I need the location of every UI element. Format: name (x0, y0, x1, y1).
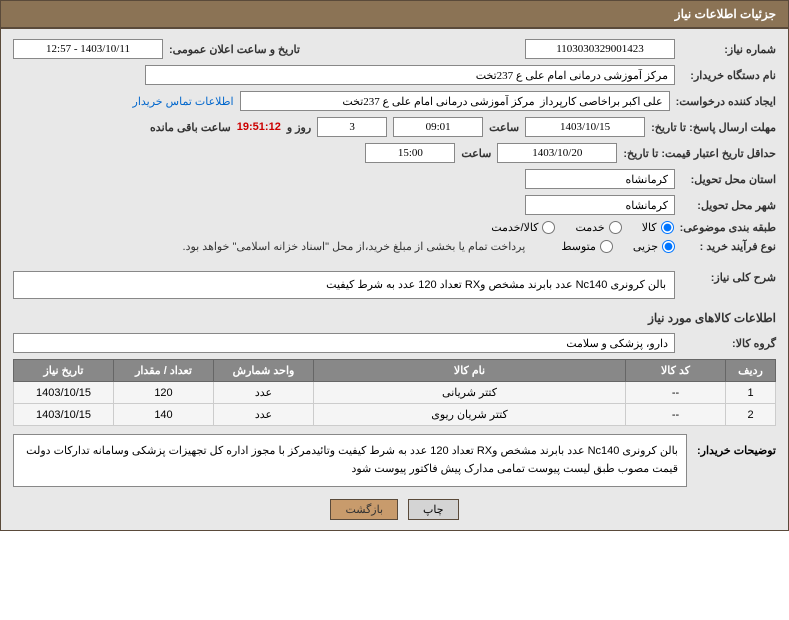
category-both-label: کالا/خدمت (491, 221, 538, 234)
remaining-label: ساعت باقی مانده (150, 121, 231, 134)
category-service-item[interactable]: خدمت (575, 221, 621, 234)
type-partial-radio[interactable] (662, 240, 675, 253)
type-medium-label: متوسط (561, 240, 596, 253)
summary-label: شرح کلی نیاز: (681, 271, 776, 284)
th-date: تاریخ نیاز (14, 360, 114, 382)
buyer-contact-link[interactable]: اطلاعات تماس خریدار (133, 95, 234, 108)
city-label: شهر محل تحویل: (681, 199, 776, 212)
category-label: طبقه بندی موضوعی: (680, 221, 776, 234)
type-partial-item[interactable]: جزیی (633, 240, 675, 253)
city-input[interactable] (525, 195, 675, 215)
table-cell: 140 (114, 404, 214, 426)
table-cell: عدد (214, 382, 314, 404)
category-radio-group: کالا خدمت کالا/خدمت (491, 221, 673, 234)
purchase-note: پرداخت تمام یا بخشی از مبلغ خرید،از محل … (183, 240, 526, 253)
table-cell: -- (626, 404, 726, 426)
table-cell: 1403/10/15 (14, 404, 114, 426)
th-code: کد کالا (626, 360, 726, 382)
validity-label: حداقل تاریخ اعتبار قیمت: تا تاریخ: (623, 147, 776, 160)
deadline-date-input[interactable] (525, 117, 645, 137)
table-row: 2--کتتر شریان ریویعدد1401403/10/15 (14, 404, 776, 426)
summary-box: بالن کرونری Nc140 عدد بابرند مشخص وRX تع… (13, 271, 675, 299)
buyer-org-label: نام دستگاه خریدار: (681, 69, 776, 82)
requester-label: ایجاد کننده درخواست: (676, 95, 776, 108)
remarks-box: بالن کرونری Nc140 عدد بابرند مشخص وRX تع… (13, 434, 687, 487)
category-service-radio[interactable] (609, 221, 622, 234)
deadline-time-label: ساعت (489, 121, 519, 134)
validity-time-label: ساعت (461, 147, 491, 160)
table-cell: کتتر شریان ریوی (314, 404, 626, 426)
need-number-label: شماره نیاز: (681, 43, 776, 56)
validity-date-input[interactable] (497, 143, 617, 163)
days-remaining-input[interactable] (317, 117, 387, 137)
requester-input[interactable] (240, 91, 670, 111)
category-both-item[interactable]: کالا/خدمت (491, 221, 555, 234)
buyer-org-input[interactable] (145, 65, 675, 85)
table-cell: کتتر شریانی (314, 382, 626, 404)
table-cell: -- (626, 382, 726, 404)
announce-date-input[interactable] (13, 39, 163, 59)
table-cell: 120 (114, 382, 214, 404)
category-goods-item[interactable]: کالا (642, 221, 674, 234)
items-section-title: اطلاعات کالاهای مورد نیاز (13, 311, 776, 325)
purchase-type-radio-group: جزیی متوسط (561, 240, 675, 253)
category-goods-radio[interactable] (661, 221, 674, 234)
province-input[interactable] (525, 169, 675, 189)
category-both-radio[interactable] (542, 221, 555, 234)
table-cell: 1403/10/15 (14, 382, 114, 404)
items-table: ردیف کد کالا نام کالا واحد شمارش تعداد /… (13, 359, 776, 426)
remarks-label: توضیحات خریدار: (697, 434, 776, 457)
need-number-input[interactable] (525, 39, 675, 59)
th-row: ردیف (726, 360, 776, 382)
print-button[interactable]: چاپ (408, 499, 459, 520)
type-medium-radio[interactable] (600, 240, 613, 253)
group-label: گروه کالا: (681, 337, 776, 350)
days-label: روز و (287, 121, 311, 134)
type-partial-label: جزیی (633, 240, 658, 253)
deadline-time-input[interactable] (393, 117, 483, 137)
group-input[interactable] (13, 333, 675, 353)
table-cell: 1 (726, 382, 776, 404)
th-name: نام کالا (314, 360, 626, 382)
countdown-text: 19:51:12 (237, 121, 281, 133)
deadline-label: مهلت ارسال پاسخ: تا تاریخ: (651, 121, 776, 134)
table-row: 1--کتتر شریانیعدد1201403/10/15 (14, 382, 776, 404)
category-goods-label: کالا (642, 221, 657, 234)
panel-title: جزئیات اطلاعات نیاز (675, 7, 776, 21)
type-medium-item[interactable]: متوسط (561, 240, 613, 253)
table-cell: عدد (214, 404, 314, 426)
announce-date-label: تاریخ و ساعت اعلان عمومی: (169, 43, 300, 56)
panel-header: جزئیات اطلاعات نیاز (0, 0, 789, 28)
province-label: استان محل تحویل: (681, 173, 776, 186)
th-qty: تعداد / مقدار (114, 360, 214, 382)
back-button[interactable]: بازگشت (330, 499, 398, 520)
validity-time-input[interactable] (365, 143, 455, 163)
th-unit: واحد شمارش (214, 360, 314, 382)
purchase-type-label: نوع فرآیند خرید : (681, 240, 776, 253)
category-service-label: خدمت (575, 221, 604, 234)
details-panel: شماره نیاز: تاریخ و ساعت اعلان عمومی: نا… (0, 28, 789, 531)
table-cell: 2 (726, 404, 776, 426)
